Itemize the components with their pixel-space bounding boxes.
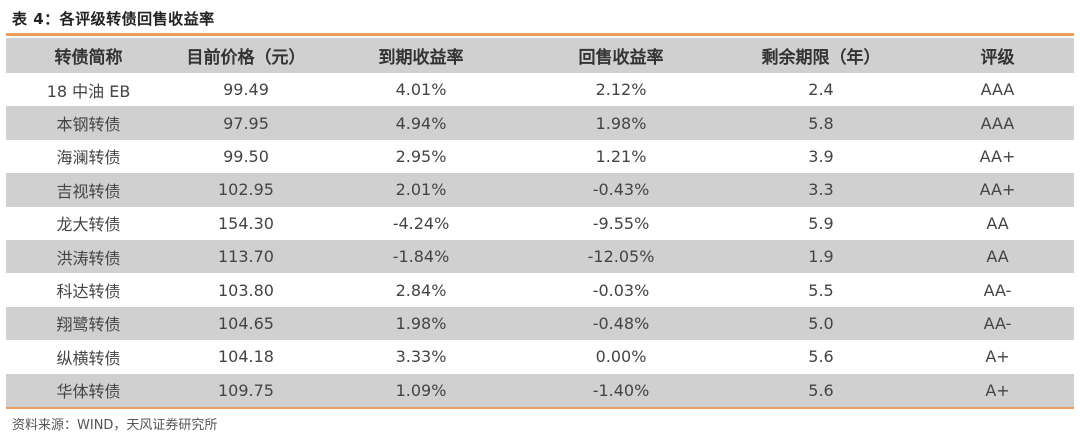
- cell-put-yield: 1.98%: [595, 113, 647, 133]
- header-remaining-term: 剩余期限（年）: [761, 48, 881, 68]
- cell-put-yield: -1.40%: [592, 380, 650, 400]
- cell-yield-to-maturity: 4.94%: [395, 113, 447, 133]
- header-yield-to-maturity: 到期收益率: [378, 48, 464, 68]
- table-row: 翔鹭转债 104.65 1.98% -0.48% 5.0 AA-: [6, 306, 1074, 341]
- cell-current-price: 113.70: [218, 247, 274, 267]
- cell-bond-name: 海澜转债: [56, 148, 121, 168]
- table-row: 龙大转债 154.30 -4.24% -9.55% 5.9 AA: [6, 206, 1074, 240]
- cell-rating: A+: [985, 347, 1010, 367]
- cell-yield-to-maturity: 1.09%: [395, 380, 447, 400]
- cell-remaining-term: 5.0: [808, 313, 834, 333]
- cell-put-yield: 1.21%: [595, 146, 647, 166]
- cell-rating: AA-: [983, 313, 1012, 333]
- cell-current-price: 109.75: [218, 380, 274, 400]
- cell-put-yield: -0.43%: [592, 180, 650, 200]
- cell-bond-name: 洪涛转债: [56, 248, 121, 268]
- cell-bond-name: 吉视转债: [56, 181, 121, 201]
- cell-yield-to-maturity: 2.01%: [395, 180, 447, 200]
- cell-bond-name: 华体转债: [56, 382, 121, 402]
- cell-bond-name: 纵横转债: [56, 348, 121, 368]
- table-row: 海澜转债 99.50 2.95% 1.21% 3.9 AA+: [6, 139, 1074, 174]
- table-row: 本钢转债 97.95 4.94% 1.98% 5.8 AAA: [6, 106, 1074, 140]
- data-table: 转债简称 目前价格（元） 到期收益率 回售收益率 剩余期限（年） 评级 18 中…: [6, 38, 1074, 407]
- cell-bond-name: 18 中油 EB: [46, 81, 131, 101]
- cell-rating: AA+: [979, 146, 1016, 166]
- cell-yield-to-maturity: 4.01%: [395, 80, 447, 100]
- cell-current-price: 154.30: [218, 213, 274, 233]
- table-row: 18 中油 EB 99.49 4.01% 2.12% 2.4 AAA: [6, 73, 1074, 107]
- cell-bond-name: 科达转债: [56, 282, 121, 302]
- cell-rating: AA+: [979, 180, 1016, 200]
- cell-remaining-term: 3.3: [808, 180, 834, 200]
- cell-remaining-term: 5.5: [808, 280, 834, 300]
- cell-put-yield: -9.55%: [592, 213, 650, 233]
- table-header-row: 转债简称 目前价格（元） 到期收益率 回售收益率 剩余期限（年） 评级: [6, 38, 1074, 73]
- table-row: 洪涛转债 113.70 -1.84% -12.05% 1.9 AA: [6, 239, 1074, 274]
- cell-rating: AAA: [980, 80, 1015, 100]
- table-row: 科达转债 103.80 2.84% -0.03% 5.5 AA-: [6, 273, 1074, 307]
- cell-rating: AA: [986, 247, 1009, 267]
- table-title: 表 4：各评级转债回售收益率: [12, 10, 215, 28]
- cell-current-price: 97.95: [223, 113, 269, 133]
- cell-bond-name: 龙大转债: [56, 215, 121, 235]
- cell-remaining-term: 2.4: [808, 80, 834, 100]
- table-row: 华体转债 109.75 1.09% -1.40% 5.6 A+: [6, 373, 1074, 407]
- cell-yield-to-maturity: -4.24%: [392, 213, 450, 233]
- cell-current-price: 99.49: [223, 80, 269, 100]
- cell-yield-to-maturity: 2.84%: [395, 280, 447, 300]
- cell-put-yield: -12.05%: [587, 247, 655, 267]
- cell-rating: AA-: [983, 280, 1012, 300]
- cell-yield-to-maturity: 2.95%: [395, 146, 447, 166]
- cell-yield-to-maturity: 3.33%: [395, 347, 447, 367]
- cell-current-price: 104.65: [218, 313, 274, 333]
- cell-remaining-term: 5.6: [808, 380, 834, 400]
- header-put-yield: 回售收益率: [578, 48, 664, 68]
- cell-current-price: 103.80: [218, 280, 274, 300]
- header-rating: 评级: [980, 48, 1015, 68]
- table-body: 18 中油 EB 99.49 4.01% 2.12% 2.4 AAA 本钢转债 97.95 4.…: [6, 73, 1074, 407]
- cell-remaining-term: 5.9: [808, 213, 834, 233]
- cell-remaining-term: 3.9: [808, 146, 834, 166]
- top-rule: [6, 33, 1074, 36]
- cell-remaining-term: 1.9: [808, 247, 834, 267]
- header-bond-name: 转债简称: [54, 48, 123, 68]
- table-row: 纵横转债 104.18 3.33% 0.00% 5.6 A+: [6, 340, 1074, 374]
- cell-current-price: 102.95: [218, 180, 274, 200]
- cell-current-price: 104.18: [218, 347, 274, 367]
- cell-put-yield: 0.00%: [595, 347, 647, 367]
- cell-rating: AAA: [980, 113, 1015, 133]
- cell-rating: A+: [985, 380, 1010, 400]
- cell-yield-to-maturity: 1.98%: [395, 313, 447, 333]
- cell-rating: AA: [986, 213, 1009, 233]
- cell-yield-to-maturity: -1.84%: [392, 247, 450, 267]
- cell-put-yield: -0.03%: [592, 280, 650, 300]
- cell-remaining-term: 5.6: [808, 347, 834, 367]
- cell-bond-name: 本钢转债: [56, 115, 121, 135]
- table-row: 吉视转债 102.95 2.01% -0.43% 3.3 AA+: [6, 173, 1074, 207]
- cell-remaining-term: 5.8: [808, 113, 834, 133]
- cell-bond-name: 翔鹭转债: [56, 315, 121, 335]
- cell-put-yield: -0.48%: [592, 313, 650, 333]
- source-note: 资料来源：WIND，天风证券研究所: [12, 418, 218, 433]
- header-current-price: 目前价格（元）: [186, 48, 306, 68]
- bottom-rule: [6, 407, 1074, 409]
- cell-current-price: 99.50: [223, 146, 269, 166]
- cell-put-yield: 2.12%: [595, 80, 647, 100]
